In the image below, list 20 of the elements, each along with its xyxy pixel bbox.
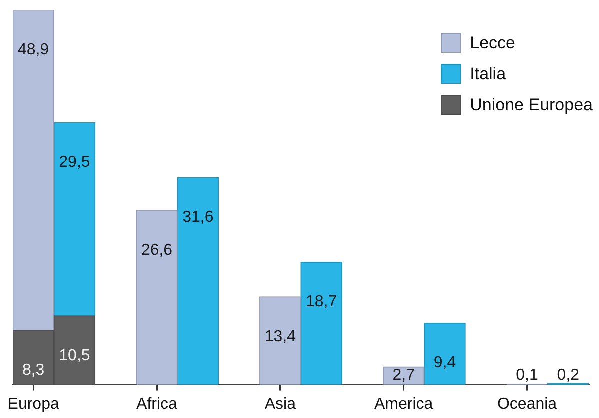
x-tick-label: Africa <box>136 396 178 413</box>
legend-label: Italia <box>470 64 507 84</box>
x-tick-label: Oceania <box>497 396 558 413</box>
legend-label: Unione Europea <box>470 96 594 115</box>
x-tick-label: Europa <box>8 396 60 413</box>
x-tick-label: America <box>374 396 434 413</box>
data-label: 2,7 <box>392 367 416 384</box>
data-label: 18,7 <box>306 294 338 311</box>
data-label: 9,4 <box>434 354 456 372</box>
data-label: 10,5 <box>59 347 90 364</box>
data-label: 31,6 <box>182 209 214 226</box>
data-label: 13,4 <box>264 328 296 346</box>
x-tick-label: Asia <box>264 396 296 413</box>
data-label: 0,1 <box>516 367 539 384</box>
data-label: 29,5 <box>59 154 90 172</box>
data-label: 8,3 <box>22 362 45 379</box>
data-label: 26,6 <box>141 242 173 259</box>
data-label: 48,9 <box>18 41 50 58</box>
legend-label: Lecce <box>470 34 516 53</box>
data-label: 0,2 <box>557 367 580 384</box>
